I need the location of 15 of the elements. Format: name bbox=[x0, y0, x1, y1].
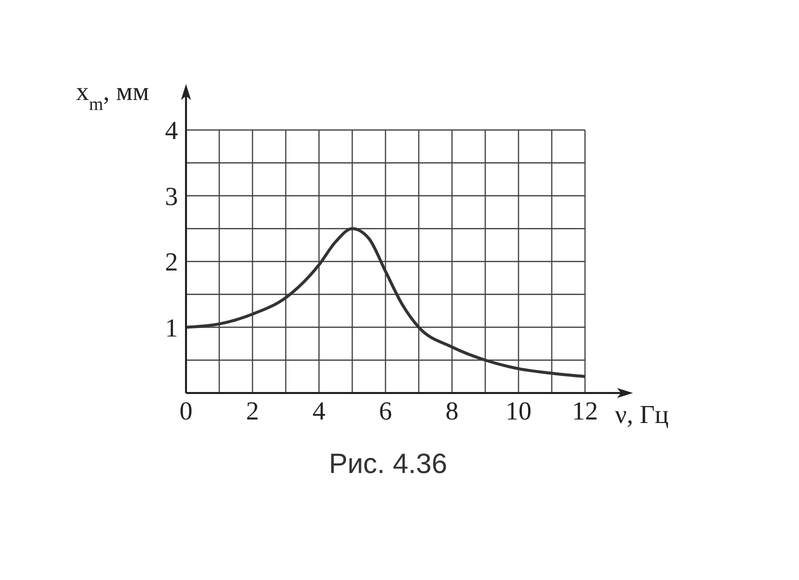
x-tick-label: 0 bbox=[180, 396, 192, 426]
y-tick-label: 4 bbox=[165, 116, 178, 146]
y-axis-title: x$_{m}$, мм bbox=[76, 77, 150, 114]
x-tick-label: 4 bbox=[312, 396, 326, 426]
y-tick-label: 1 bbox=[165, 313, 178, 342]
y-tick-label: 2 bbox=[165, 248, 178, 277]
line-series bbox=[186, 227, 585, 378]
x-tick-label: 2 bbox=[246, 396, 259, 426]
x-tick-label: 8 bbox=[446, 396, 458, 426]
x-tick-label: 10 bbox=[506, 396, 532, 426]
x-tick-label: 12 bbox=[572, 396, 598, 426]
y-tick-label: 3 bbox=[165, 182, 178, 211]
text: Рис. 4.36 bbox=[328, 448, 448, 480]
x-axis-title: ν, Гц bbox=[615, 400, 669, 429]
x-tick-label: 6 bbox=[379, 396, 392, 426]
